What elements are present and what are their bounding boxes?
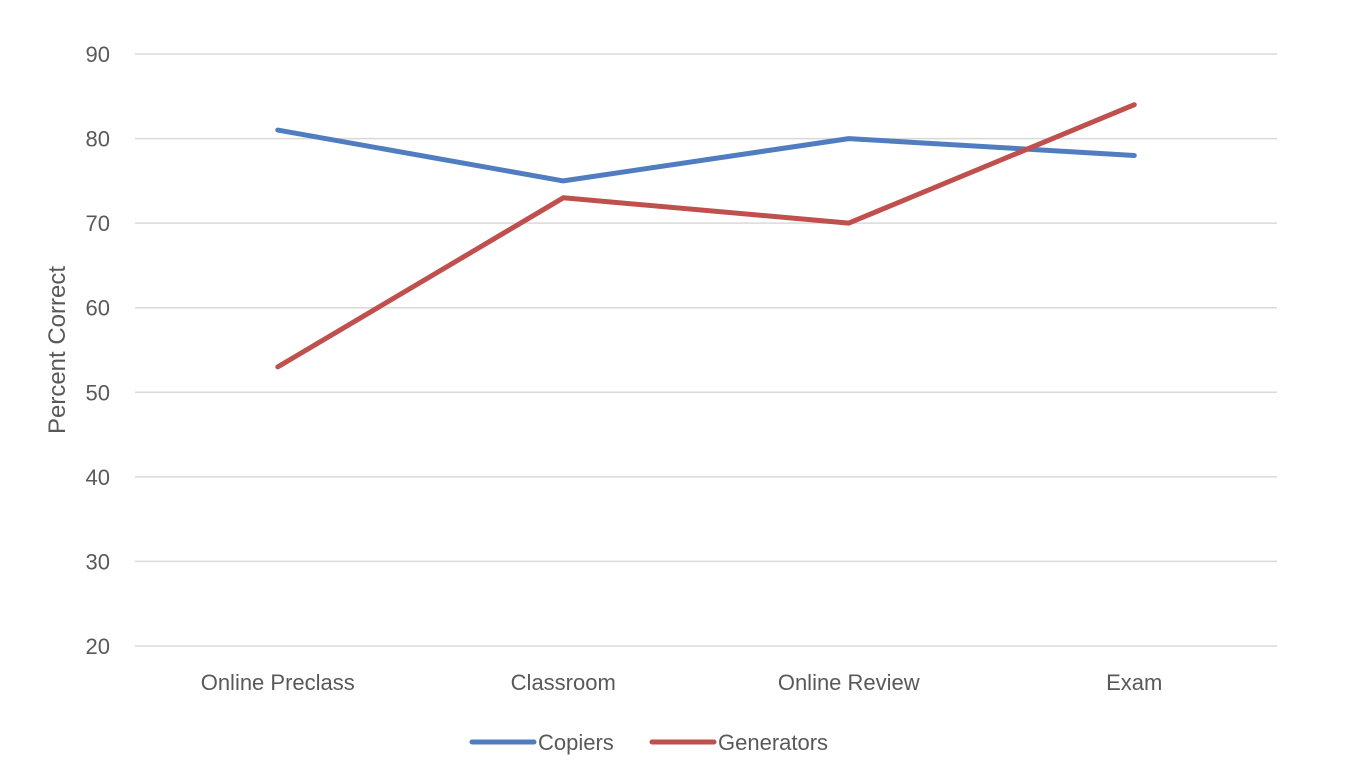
x-axis-ticks: Online Preclass Classroom Online Review Exa…: [201, 670, 1163, 695]
legend-label: Generators: [718, 730, 828, 755]
legend-label: Copiers: [538, 730, 614, 755]
y-tick-label: 60: [86, 296, 110, 321]
series-line-copiers: [275, 127, 1137, 184]
legend: Copiers Generators: [469, 730, 828, 755]
y-tick-label: 90: [86, 42, 110, 67]
y-axis-ticks: 20 30 40 50 60 70 80 90: [86, 42, 110, 659]
y-tick-label: 20: [86, 634, 110, 659]
x-tick-label: Exam: [1106, 670, 1162, 695]
y-tick-label: 80: [86, 127, 110, 152]
x-tick-label: Online Review: [778, 670, 920, 695]
y-tick-label: 30: [86, 549, 110, 574]
series-lines: [275, 102, 1137, 370]
x-tick-label: Classroom: [511, 670, 616, 695]
y-tick-label: 50: [86, 380, 110, 405]
x-tick-label: Online Preclass: [201, 670, 355, 695]
y-tick-label: 70: [86, 211, 110, 236]
series-line-generators: [275, 102, 1137, 370]
y-axis-title: Percent Correct: [44, 266, 71, 434]
y-tick-label: 40: [86, 465, 110, 490]
